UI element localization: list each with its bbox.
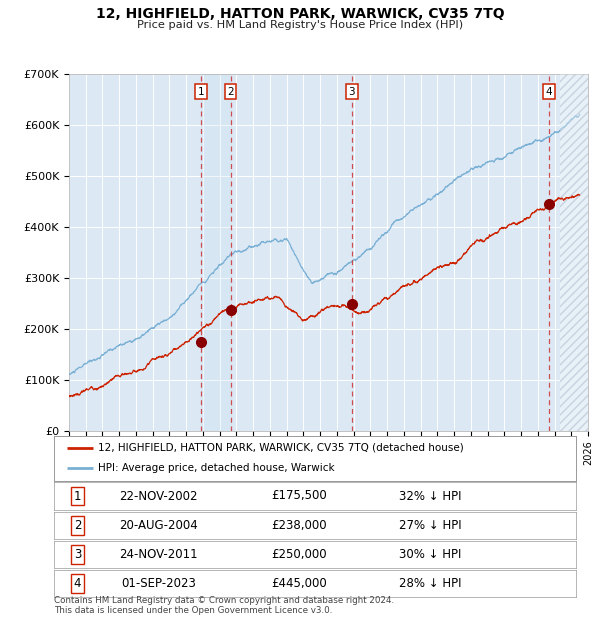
Text: 12, HIGHFIELD, HATTON PARK, WARWICK, CV35 7TQ: 12, HIGHFIELD, HATTON PARK, WARWICK, CV3… xyxy=(95,7,505,22)
Text: £250,000: £250,000 xyxy=(272,548,327,560)
Text: 27% ↓ HPI: 27% ↓ HPI xyxy=(398,519,461,531)
Text: 28% ↓ HPI: 28% ↓ HPI xyxy=(398,577,461,590)
Text: £175,500: £175,500 xyxy=(271,490,327,502)
Text: HPI: Average price, detached house, Warwick: HPI: Average price, detached house, Warw… xyxy=(98,463,335,474)
Text: 12, HIGHFIELD, HATTON PARK, WARWICK, CV35 7TQ (detached house): 12, HIGHFIELD, HATTON PARK, WARWICK, CV3… xyxy=(98,443,464,453)
Text: 20-AUG-2004: 20-AUG-2004 xyxy=(119,519,198,531)
Text: 4: 4 xyxy=(74,577,81,590)
Text: £238,000: £238,000 xyxy=(272,519,327,531)
Bar xyxy=(560,74,588,431)
Text: 01-SEP-2023: 01-SEP-2023 xyxy=(121,577,196,590)
Text: 1: 1 xyxy=(74,490,81,502)
Text: 30% ↓ HPI: 30% ↓ HPI xyxy=(398,548,461,560)
Text: £445,000: £445,000 xyxy=(271,577,327,590)
Text: Contains HM Land Registry data © Crown copyright and database right 2024.
This d: Contains HM Land Registry data © Crown c… xyxy=(54,596,394,615)
Text: 24-NOV-2011: 24-NOV-2011 xyxy=(119,548,198,560)
Text: 32% ↓ HPI: 32% ↓ HPI xyxy=(398,490,461,502)
Bar xyxy=(201,74,230,431)
Text: 3: 3 xyxy=(349,87,355,97)
Text: 1: 1 xyxy=(198,87,205,97)
Text: 3: 3 xyxy=(74,548,81,560)
Text: 22-NOV-2002: 22-NOV-2002 xyxy=(119,490,197,502)
Text: Price paid vs. HM Land Registry's House Price Index (HPI): Price paid vs. HM Land Registry's House … xyxy=(137,20,463,30)
Text: 4: 4 xyxy=(545,87,553,97)
Bar xyxy=(560,74,588,431)
Text: 2: 2 xyxy=(227,87,234,97)
Text: 2: 2 xyxy=(74,519,81,531)
